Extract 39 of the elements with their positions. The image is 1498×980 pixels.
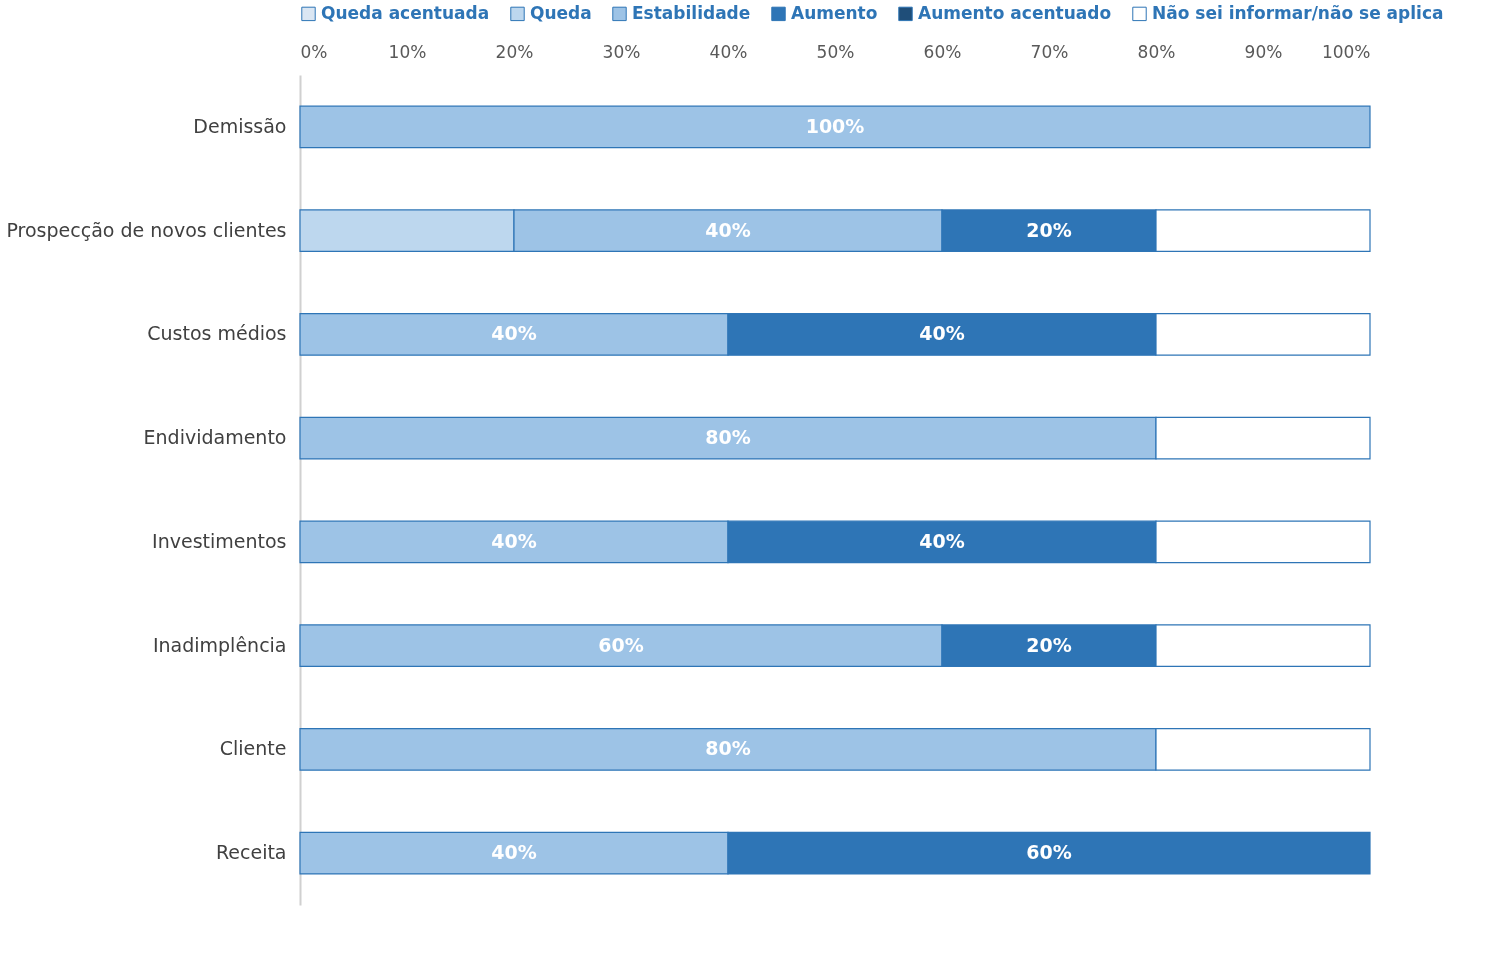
y-tick-label: Demissão (193, 114, 287, 137)
data-label: 40% (919, 322, 965, 345)
x-tick-label: 70% (1030, 41, 1069, 62)
y-tick-label: Endividamento (143, 426, 287, 449)
data-label: 80% (705, 737, 751, 760)
data-label: 80% (705, 426, 751, 449)
data-label: 40% (491, 841, 537, 864)
data-label: 20% (1026, 633, 1072, 656)
x-tick-label: 60% (923, 41, 962, 62)
legend-label: Queda acentuada (321, 2, 490, 23)
legend-label: Aumento (791, 2, 878, 23)
bar (299, 105, 1371, 149)
legend-label: Não sei informar/não se aplica (1152, 2, 1444, 23)
data-label: 40% (919, 529, 965, 552)
y-tick-label: Investimentos (152, 529, 287, 552)
legend-label: Queda (530, 2, 592, 23)
y-tick-label: Prospecção de novos clientes (6, 218, 287, 241)
y-tick-label: Receita (215, 841, 287, 864)
data-label: 60% (1026, 841, 1072, 864)
data-label: 60% (598, 633, 644, 656)
x-tick-label: 20% (495, 41, 534, 62)
data-label: 40% (705, 218, 751, 241)
x-tick-label: 90% (1244, 41, 1283, 62)
x-tick-label: 0% (300, 41, 328, 62)
data-label: 100% (805, 114, 865, 137)
x-tick-label: 40% (709, 41, 748, 62)
x-tick-label: 30% (602, 41, 641, 62)
y-tick-label: Custos médios (147, 322, 287, 345)
x-tick-label: 10% (388, 41, 427, 62)
y-tick-label: Cliente (219, 737, 287, 760)
legend-label: Aumento acentuado (918, 2, 1112, 23)
x-tick-label: 80% (1137, 41, 1176, 62)
legend-label: Estabilidade (632, 2, 751, 23)
y-tick-label: Inadimplência (152, 633, 287, 656)
x-tick-label: 100% (1321, 41, 1371, 62)
data-label: 20% (1026, 218, 1072, 241)
data-label: 40% (491, 529, 537, 552)
x-tick-label: 50% (816, 41, 855, 62)
data-label: 40% (491, 322, 537, 345)
